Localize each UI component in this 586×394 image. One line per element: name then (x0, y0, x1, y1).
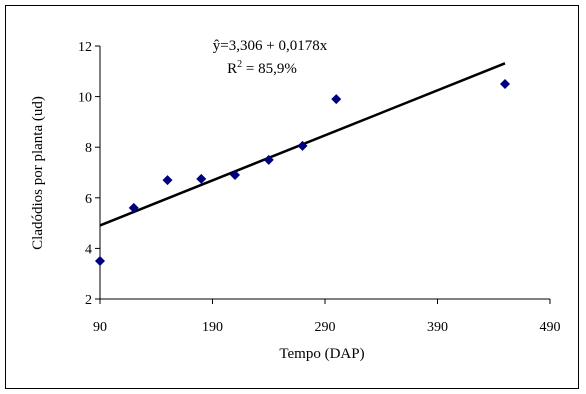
y-tick-label: 8 (85, 141, 92, 156)
regression-equation: ŷ=3,306 + 0,0178x (213, 38, 328, 54)
data-point (297, 140, 308, 151)
x-axis-title: Tempo (DAP) (279, 346, 364, 362)
y-tick-label: 12 (78, 40, 92, 55)
data-point (331, 94, 342, 105)
x-axis-ticks: 90 190 290 390 490 (93, 299, 561, 335)
y-tick-label: 10 (78, 91, 92, 106)
chart-frame (5, 5, 579, 389)
x-tick-label: 490 (540, 320, 561, 335)
y-tick-label: 6 (85, 192, 92, 207)
x-tick-label: 290 (315, 320, 336, 335)
y-axis-ticks: 2 4 6 8 10 12 (78, 40, 100, 308)
data-point (230, 170, 240, 181)
y-axis-title: Cladódios por planta (ud) (30, 96, 46, 250)
data-point (162, 175, 173, 186)
data-point (500, 78, 510, 89)
r-squared-superscript: 2 (237, 59, 242, 70)
r-squared-prefix: R (227, 61, 237, 77)
r-squared-value: = 85,9% (242, 61, 297, 77)
data-point (263, 154, 274, 165)
data-points (95, 78, 510, 267)
x-tick-label: 90 (93, 320, 107, 335)
y-tick-label: 2 (85, 293, 92, 308)
r-squared-label: R2 = 85,9% (227, 59, 297, 77)
data-point (128, 202, 139, 213)
y-tick-label: 4 (85, 242, 92, 257)
x-tick-label: 190 (202, 320, 223, 335)
data-point (95, 256, 105, 267)
data-point (196, 173, 207, 184)
x-tick-label: 390 (427, 320, 448, 335)
